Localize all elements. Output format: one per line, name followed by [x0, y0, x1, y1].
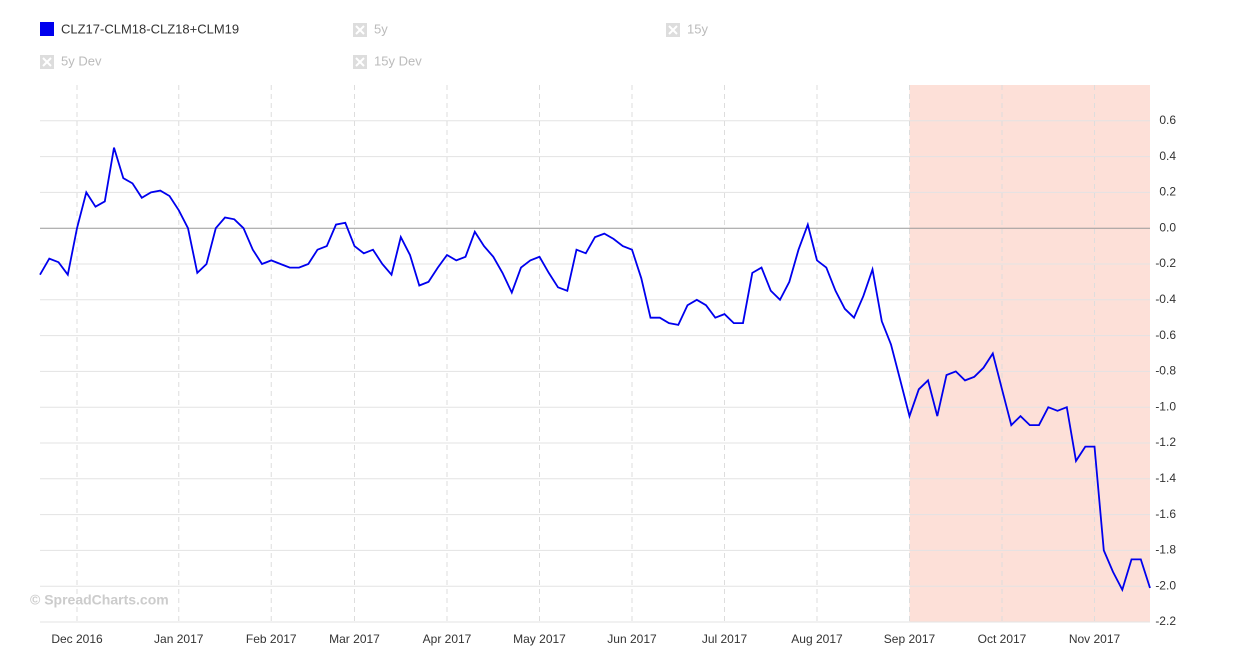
y-tick-label: -0.8 — [1155, 364, 1176, 378]
x-tick-label: Oct 2017 — [978, 632, 1027, 646]
x-tick-label: Jul 2017 — [702, 632, 748, 646]
x-tick-label: Mar 2017 — [329, 632, 380, 646]
legend-label-inactive: 15y Dev — [374, 53, 422, 68]
x-tick-label: Nov 2017 — [1069, 632, 1121, 646]
series-line — [39, 147, 1151, 593]
y-tick-label: -1.2 — [1155, 435, 1176, 449]
highlight-band — [909, 85, 1150, 622]
y-tick-label: 0.0 — [1159, 220, 1176, 234]
legend-swatch — [40, 22, 54, 36]
legend-label: CLZ17-CLM18-CLZ18+CLM19 — [61, 21, 239, 36]
x-tick-label: Feb 2017 — [246, 632, 297, 646]
x-tick-label: Dec 2016 — [51, 632, 103, 646]
x-tick-label: Aug 2017 — [791, 632, 843, 646]
y-tick-label: 0.6 — [1159, 113, 1176, 127]
legend-label-inactive: 5y — [374, 21, 388, 36]
y-tick-label: -1.0 — [1155, 399, 1176, 413]
y-tick-label: -2.0 — [1155, 578, 1176, 592]
legend-label-inactive: 5y Dev — [61, 53, 102, 68]
x-tick-label: Jun 2017 — [607, 632, 657, 646]
x-tick-label: May 2017 — [513, 632, 566, 646]
y-tick-label: 0.4 — [1159, 149, 1176, 163]
y-tick-label: -1.4 — [1155, 471, 1176, 485]
x-tick-label: Apr 2017 — [423, 632, 472, 646]
legend-label-inactive: 15y — [687, 21, 708, 36]
y-tick-label: -0.2 — [1155, 256, 1176, 270]
legend-cross — [355, 57, 365, 67]
x-tick-label: Sep 2017 — [884, 632, 936, 646]
y-tick-label: -1.8 — [1155, 543, 1176, 557]
legend-cross — [355, 25, 365, 35]
y-tick-label: -0.4 — [1155, 292, 1176, 306]
watermark: © SpreadCharts.com — [30, 592, 169, 608]
y-tick-label: -0.6 — [1155, 328, 1176, 342]
y-tick-label: -2.2 — [1155, 614, 1176, 628]
y-tick-label: 0.2 — [1159, 185, 1176, 199]
x-tick-label: Jan 2017 — [154, 632, 204, 646]
legend-cross — [42, 57, 52, 67]
legend-cross — [668, 25, 678, 35]
legend: CLZ17-CLM18-CLZ18+CLM19 5y 15y 5y Dev 15y De… — [40, 21, 708, 69]
y-tick-label: -1.6 — [1155, 507, 1176, 521]
